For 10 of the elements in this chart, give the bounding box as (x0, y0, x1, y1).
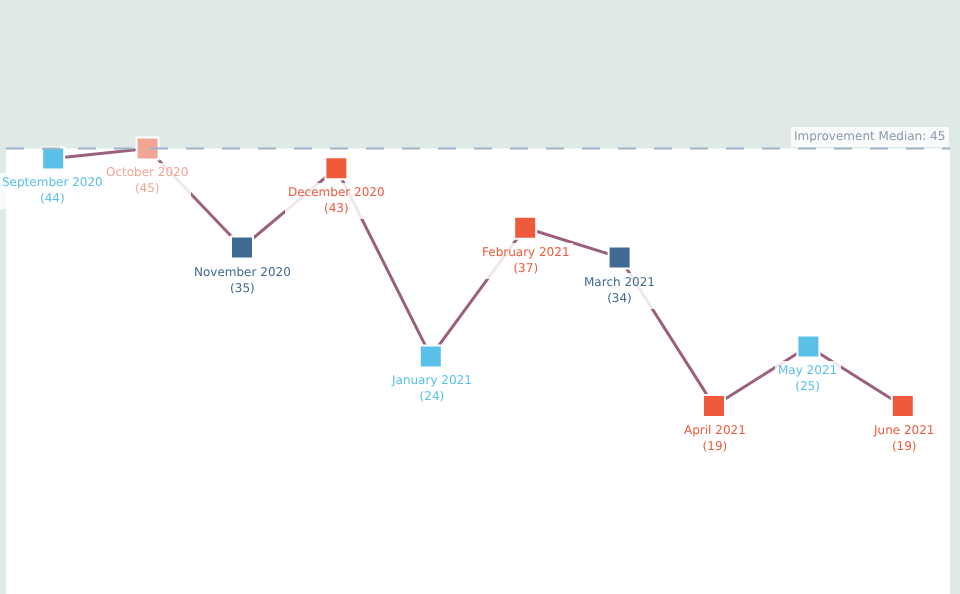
point (607, 245, 632, 270)
point (135, 136, 160, 161)
point (702, 393, 726, 418)
point (41, 146, 66, 171)
point (324, 156, 349, 181)
point (890, 393, 915, 418)
point (513, 215, 538, 240)
point (796, 334, 821, 359)
point (230, 235, 254, 260)
point (418, 344, 443, 369)
